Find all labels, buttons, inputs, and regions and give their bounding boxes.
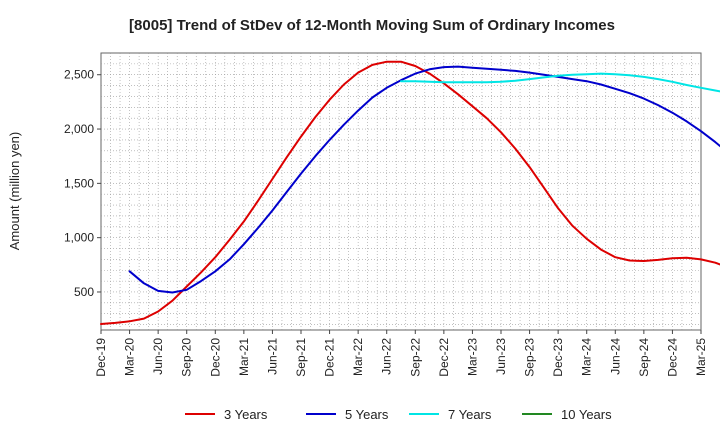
x-tick-label: Sep-20 [180,338,194,377]
x-tick-label: Mar-23 [465,338,479,376]
x-tick-label: Dec-19 [94,338,108,377]
series-line-5-years [128,65,720,294]
x-tick-label: Dec-22 [437,338,451,377]
x-tick-label: Jun-20 [151,338,165,375]
plot-area [100,52,702,331]
x-axis-ticks: Dec-19 Mar-20 Jun-20 Sep-20 Dec-20 Mar-21 Jun-… [94,330,708,377]
x-tick-label: Sep-23 [523,338,537,377]
series-line-7-years [400,72,720,93]
y-tick-label: 500 [74,285,94,299]
y-tick-label: 1,500 [64,176,94,190]
x-tick-label: Jun-22 [380,338,394,375]
x-tick-label: Mar-24 [580,338,594,376]
x-tick-label: Dec-20 [208,338,222,377]
x-tick-label: Sep-22 [408,338,422,377]
x-tick-label: Jun-21 [265,338,279,375]
x-tick-label: Mar-20 [123,338,137,376]
series-lines [100,60,720,325]
series-line-3-years [100,60,720,325]
x-tick-label: Jun-23 [494,338,508,375]
legend-label-10-years: 10 Years [561,407,612,422]
x-tick-label: Dec-21 [323,338,337,377]
x-tick-label: Sep-21 [294,338,308,377]
y-axis-title: Amount (million yen) [7,132,22,251]
x-tick-label: Jun-24 [608,338,622,375]
grid-lines [101,53,701,330]
legend: 3 Years 5 Years 7 Years 10 Years [185,407,612,422]
chart-title: [8005] Trend of StDev of 12-Month Moving… [129,17,615,34]
x-tick-label: Dec-23 [551,338,565,377]
x-tick-label: Sep-24 [637,338,651,377]
x-tick-label: Mar-22 [351,338,365,376]
y-tick-label: 2,500 [64,68,94,82]
x-tick-label: Mar-25 [694,338,708,376]
y-tick-label: 2,000 [64,122,94,136]
y-tick-label: 1,000 [64,231,94,245]
y-axis-ticks: 500 1,000 1,500 2,000 2,500 [64,68,101,299]
legend-label-7-years: 7 Years [448,407,492,422]
legend-label-5-years: 5 Years [345,407,389,422]
x-tick-label: Dec-24 [665,338,679,377]
x-tick-label: Mar-21 [237,338,251,376]
legend-label-3-years: 3 Years [224,407,268,422]
